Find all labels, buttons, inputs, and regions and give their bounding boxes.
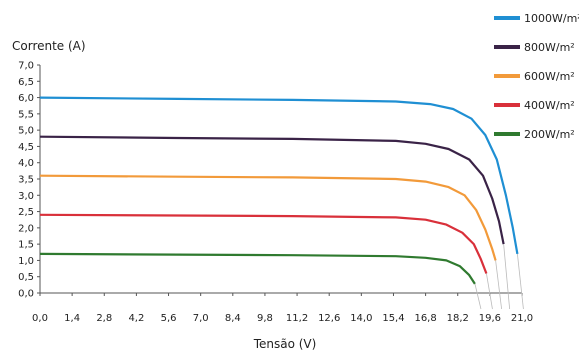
y-tick-label: 0,0 <box>18 289 34 300</box>
y-tick-label: 3,5 <box>18 175 34 186</box>
series-drop-line <box>495 260 503 310</box>
series-line-0 <box>39 96 519 255</box>
legend-label: 800W/m² <box>524 41 575 54</box>
legend-label: 200W/m² <box>524 128 575 141</box>
y-tick-label: 1,0 <box>18 256 34 267</box>
y-tick-label: 1,5 <box>18 240 34 251</box>
series-line-1 <box>39 135 505 245</box>
x-tick-label: 0,0 <box>32 313 48 324</box>
legend: 1000W/m² 800W/m² 600W/m² 400W/m² 200W/m² <box>494 12 579 141</box>
y-tick-label: 5,5 <box>18 109 34 120</box>
series-drop-line <box>503 244 511 310</box>
series-drop-line <box>517 253 524 310</box>
y-tick-label: 2,5 <box>18 207 34 218</box>
y-tick-label: 7,0 <box>18 61 34 72</box>
x-tick-label: 8,4 <box>225 313 241 324</box>
y-tick-label: 5,0 <box>18 126 34 137</box>
x-tick-label: 7,0 <box>193 313 209 324</box>
series-line-4 <box>39 252 476 285</box>
y-tick-label: 4,5 <box>18 142 34 153</box>
x-tick-label: 12,6 <box>318 313 340 324</box>
x-tick-label: 21,0 <box>511 313 533 324</box>
y-tick-label: 4,0 <box>18 158 34 169</box>
x-tick-label: 14,0 <box>350 313 372 324</box>
x-axis-label: Tensão (V) <box>253 337 317 351</box>
series-drop-line <box>474 283 482 310</box>
x-tick-label: 15,4 <box>382 313 404 324</box>
y-tick-label: 6,5 <box>18 77 34 88</box>
x-tick-label: 9,8 <box>257 313 273 324</box>
axes: 0,0 0,5 1,0 1,5 2,0 2,5 3,0 3,5 4,0 4,5 5,0 5,5 6,0 6… <box>18 61 533 325</box>
x-tick-label: 2,8 <box>96 313 112 324</box>
legend-label: 1000W/m² <box>524 12 579 25</box>
y-tick-label: 2,0 <box>18 223 34 234</box>
x-tick-label: 1,4 <box>64 313 80 324</box>
series-drop-line <box>486 273 493 310</box>
x-tick-label: 18,2 <box>447 313 469 324</box>
legend-label: 400W/m² <box>524 99 575 112</box>
y-tick-label: 0,5 <box>18 272 34 283</box>
x-tick-label: 5,6 <box>161 313 177 324</box>
y-tick-label: 6,0 <box>18 93 34 104</box>
series-line-3 <box>39 213 488 274</box>
series-line-2 <box>39 174 497 261</box>
y-axis-label: Corrente (A) <box>12 39 86 53</box>
y-tick-label: 3,0 <box>18 191 34 202</box>
x-tick-label: 19,6 <box>479 313 501 324</box>
x-tick-label: 16,8 <box>414 313 436 324</box>
legend-label: 600W/m² <box>524 70 575 83</box>
x-tick-label: 11,2 <box>286 313 308 324</box>
series-layer <box>39 96 524 310</box>
x-tick-label: 4,2 <box>128 313 144 324</box>
